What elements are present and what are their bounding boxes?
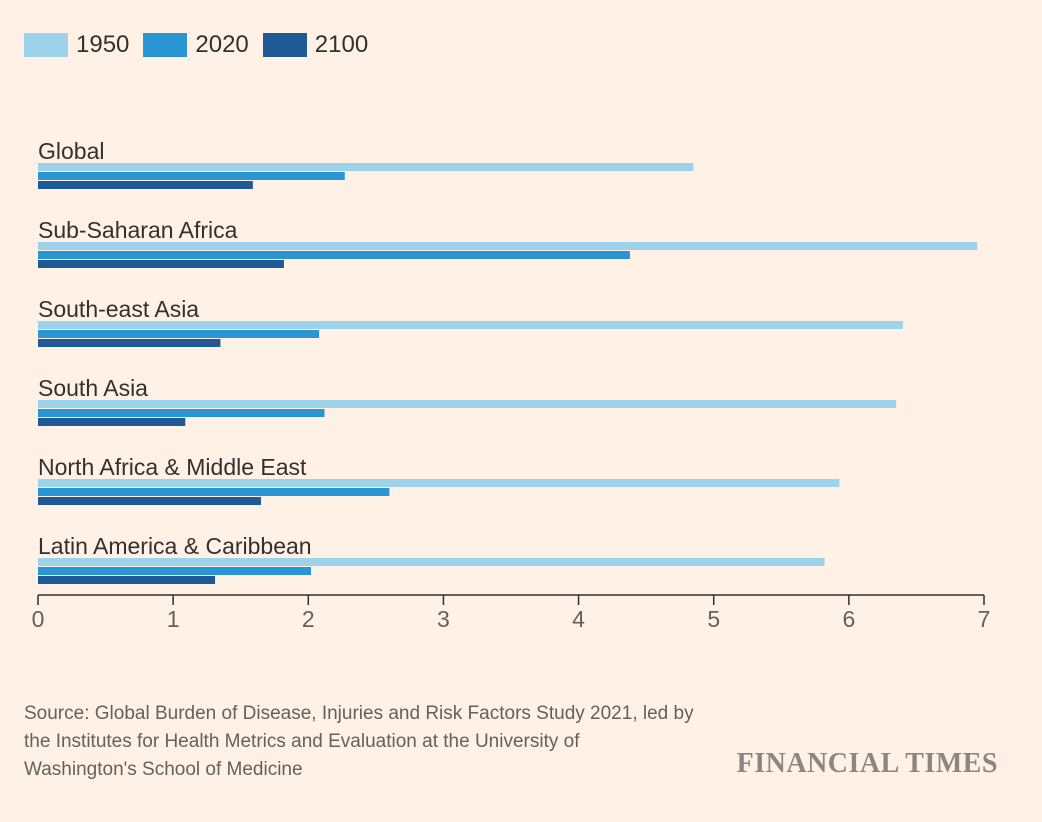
x-tick-label-1: 1: [167, 606, 180, 632]
legend-item-2100: 2100: [262, 30, 369, 60]
legend-label-2100: 2100: [314, 31, 369, 58]
bar-north-africa-middle-east-2020: [38, 488, 390, 496]
category-label-latin-america-caribbean: Latin America & Caribbean: [38, 533, 312, 559]
x-tick-label-2: 2: [302, 606, 315, 632]
x-tick-label-6: 6: [842, 606, 855, 632]
bar-sub-saharan-africa-2020: [38, 251, 630, 259]
bar-global-2020: [38, 172, 345, 180]
bar-south-asia-2020: [38, 409, 325, 417]
category-label-south-east-asia: South-east Asia: [38, 296, 199, 322]
bar-sub-saharan-africa-1950: [38, 242, 978, 250]
bar-south-east-asia-2100: [38, 339, 221, 347]
horizontal-bar-chart: Global Sub-Saharan Africa South-east Asia S…: [32, 138, 991, 632]
category-label-south-asia: South Asia: [38, 375, 148, 401]
bar-latin-america-caribbean-2020: [38, 567, 311, 575]
legend-item-2020: 2020: [143, 30, 249, 60]
legend-swatch-1950: [24, 33, 68, 57]
bar-north-africa-middle-east-1950: [38, 479, 840, 487]
bar-latin-america-caribbean-1950: [38, 558, 825, 566]
category-label-sub-saharan-africa: Sub-Saharan Africa: [38, 217, 238, 243]
bar-global-1950: [38, 163, 694, 171]
x-tick-label-5: 5: [707, 606, 720, 632]
legend-swatch-2020: [143, 33, 188, 57]
category-label-global: Global: [38, 138, 104, 164]
bar-south-asia-2100: [38, 418, 186, 426]
brand-logo: FINANCIAL TIMES: [736, 748, 998, 779]
bar-north-africa-middle-east-2100: [38, 497, 261, 505]
legend-swatch-2100: [262, 33, 307, 57]
bar-south-east-asia-2020: [38, 330, 320, 338]
x-tick-label-3: 3: [437, 606, 450, 632]
chart-legend: 1950 2020 2100: [24, 30, 368, 60]
bar-sub-saharan-africa-2100: [38, 260, 284, 268]
category-label-north-africa-middle-east: North Africa & Middle East: [38, 454, 307, 480]
bar-south-east-asia-1950: [38, 321, 903, 329]
x-tick-label-4: 4: [572, 606, 585, 632]
bar-latin-america-caribbean-2100: [38, 576, 216, 584]
legend-label-1950: 1950: [76, 31, 130, 58]
x-tick-label-7: 7: [978, 606, 991, 632]
x-tick-label-0: 0: [32, 606, 45, 632]
legend-item-1950: 1950: [24, 30, 129, 60]
source-note: Source: Global Burden of Disease, Injuri…: [24, 703, 694, 780]
bar-south-asia-1950: [38, 400, 897, 408]
bar-global-2100: [38, 181, 253, 189]
legend-label-2020: 2020: [195, 31, 249, 58]
